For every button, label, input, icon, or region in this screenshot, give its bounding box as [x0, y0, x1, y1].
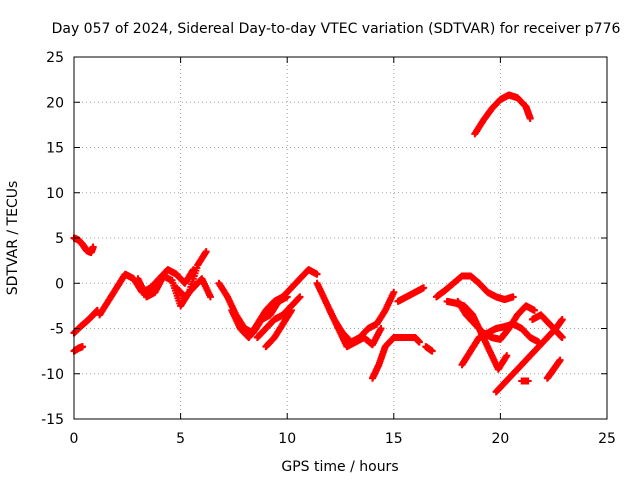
y-tick-label: -5	[50, 322, 64, 338]
data-marks	[70, 91, 566, 396]
series-arc-high	[471, 91, 534, 138]
series-arc-afternoon-e	[422, 343, 436, 355]
chart-title: Day 057 of 2024, Sidereal Day-to-day VTE…	[52, 21, 621, 37]
y-axis-label: SDTVAR / TECUs	[5, 181, 21, 296]
data-point	[415, 338, 423, 346]
series-arc-morning-c	[172, 275, 214, 301]
data-point	[428, 347, 436, 355]
data-point	[390, 288, 398, 296]
y-tick-label: 10	[46, 186, 64, 202]
data-point	[377, 325, 385, 332]
series-arc-evening-d	[458, 320, 543, 369]
series-arc-afternoon-a	[313, 279, 398, 346]
series-arc-evening-f	[528, 311, 566, 342]
series-arc-afternoon-b	[326, 306, 385, 351]
x-axis-label: GPS time / hours	[281, 459, 398, 475]
series-arc-mid-c	[253, 293, 304, 342]
series-arc-evening-h	[518, 377, 532, 385]
y-tick-label: 20	[46, 95, 64, 111]
data-point	[296, 293, 304, 301]
y-tick-label: -15	[41, 412, 64, 428]
x-tick-label: 20	[491, 431, 509, 447]
series-arc-mid-d	[262, 306, 295, 351]
x-tick-label: 5	[176, 431, 185, 447]
x-tick-label: 25	[598, 431, 616, 447]
y-tick-label: 0	[55, 276, 64, 292]
y-tick-label: -10	[41, 367, 64, 383]
data-point	[558, 315, 566, 323]
series-arc-evening-a	[432, 272, 517, 304]
data-point	[531, 306, 539, 314]
data-point	[79, 343, 87, 351]
x-tick-label: 10	[278, 431, 296, 447]
data-point	[287, 306, 295, 314]
series-arc-afternoon-d	[394, 284, 428, 305]
series-arc-start-low	[70, 306, 101, 337]
x-tick-label: 0	[70, 431, 79, 447]
axis-ticks: 0 5 10 15 20 25 -15 -10 -5 0 5 10 15 20 25	[41, 50, 616, 447]
x-tick-label: 15	[385, 431, 403, 447]
y-tick-label: 25	[46, 50, 64, 66]
series-arc-afternoon-c	[368, 334, 423, 382]
data-point	[558, 334, 566, 342]
data-point	[556, 356, 564, 364]
data-point	[89, 243, 97, 251]
data-point	[526, 115, 534, 123]
data-point	[420, 284, 428, 292]
series-arc-mid-b	[228, 266, 321, 342]
data-point	[503, 352, 511, 360]
y-tick-label: 5	[55, 231, 64, 247]
data-point	[509, 293, 517, 301]
series-arc-start-bottom	[70, 343, 87, 355]
data-point	[313, 270, 321, 278]
data-point	[206, 293, 214, 301]
y-tick-label: 15	[46, 141, 64, 157]
data-point	[524, 377, 532, 385]
data-point	[202, 248, 210, 256]
series-arc-evening-g	[543, 356, 564, 382]
